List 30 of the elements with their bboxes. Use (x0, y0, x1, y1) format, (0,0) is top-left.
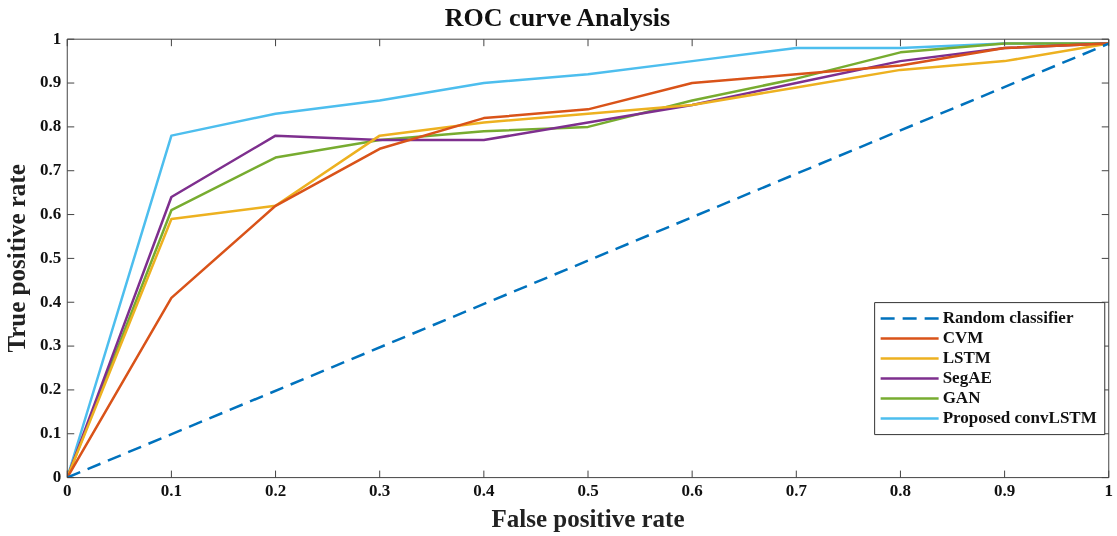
legend-label: GAN (942, 387, 982, 407)
y-tick-label: 0.8 (40, 116, 62, 136)
y-tick-label: 1 (52, 28, 62, 48)
y-tick-label: 0.2 (40, 379, 62, 399)
y-tick-label: 0.5 (40, 247, 62, 267)
legend-label: Random classifier (942, 307, 1074, 327)
x-tick-label: 0.3 (369, 481, 391, 501)
chart-title: ROC curve Analysis (444, 3, 671, 33)
x-tick-label: 0.1 (160, 481, 183, 501)
x-tick-label: 0.4 (473, 481, 495, 501)
legend-label: CVM (942, 327, 984, 347)
x-axis-title: False positive rate (491, 505, 685, 533)
x-tick-label: 0.2 (264, 481, 287, 501)
x-tick-label: 1 (1104, 481, 1113, 501)
y-tick-label: 0.3 (40, 335, 62, 355)
y-tick-label: 0.9 (40, 72, 62, 92)
legend-label: LSTM (942, 347, 991, 367)
x-tick-label: 0.7 (785, 481, 808, 501)
y-tick-label: 0.4 (40, 291, 62, 311)
legend-label: Proposed convLSTM (942, 407, 1097, 427)
y-tick-label: 0.1 (40, 423, 62, 443)
y-tick-label: 0.6 (40, 203, 62, 223)
y-tick-label: 0.7 (40, 160, 62, 180)
legend-label: SegAE (942, 367, 992, 387)
x-tick-label: 0.5 (577, 481, 599, 501)
x-tick-label: 0.6 (681, 481, 703, 501)
x-tick-label: 0.9 (993, 481, 1016, 501)
y-axis-title: True positive rate (3, 164, 31, 353)
y-tick-label: 0 (52, 466, 62, 486)
x-tick-label: 0.8 (889, 481, 912, 501)
